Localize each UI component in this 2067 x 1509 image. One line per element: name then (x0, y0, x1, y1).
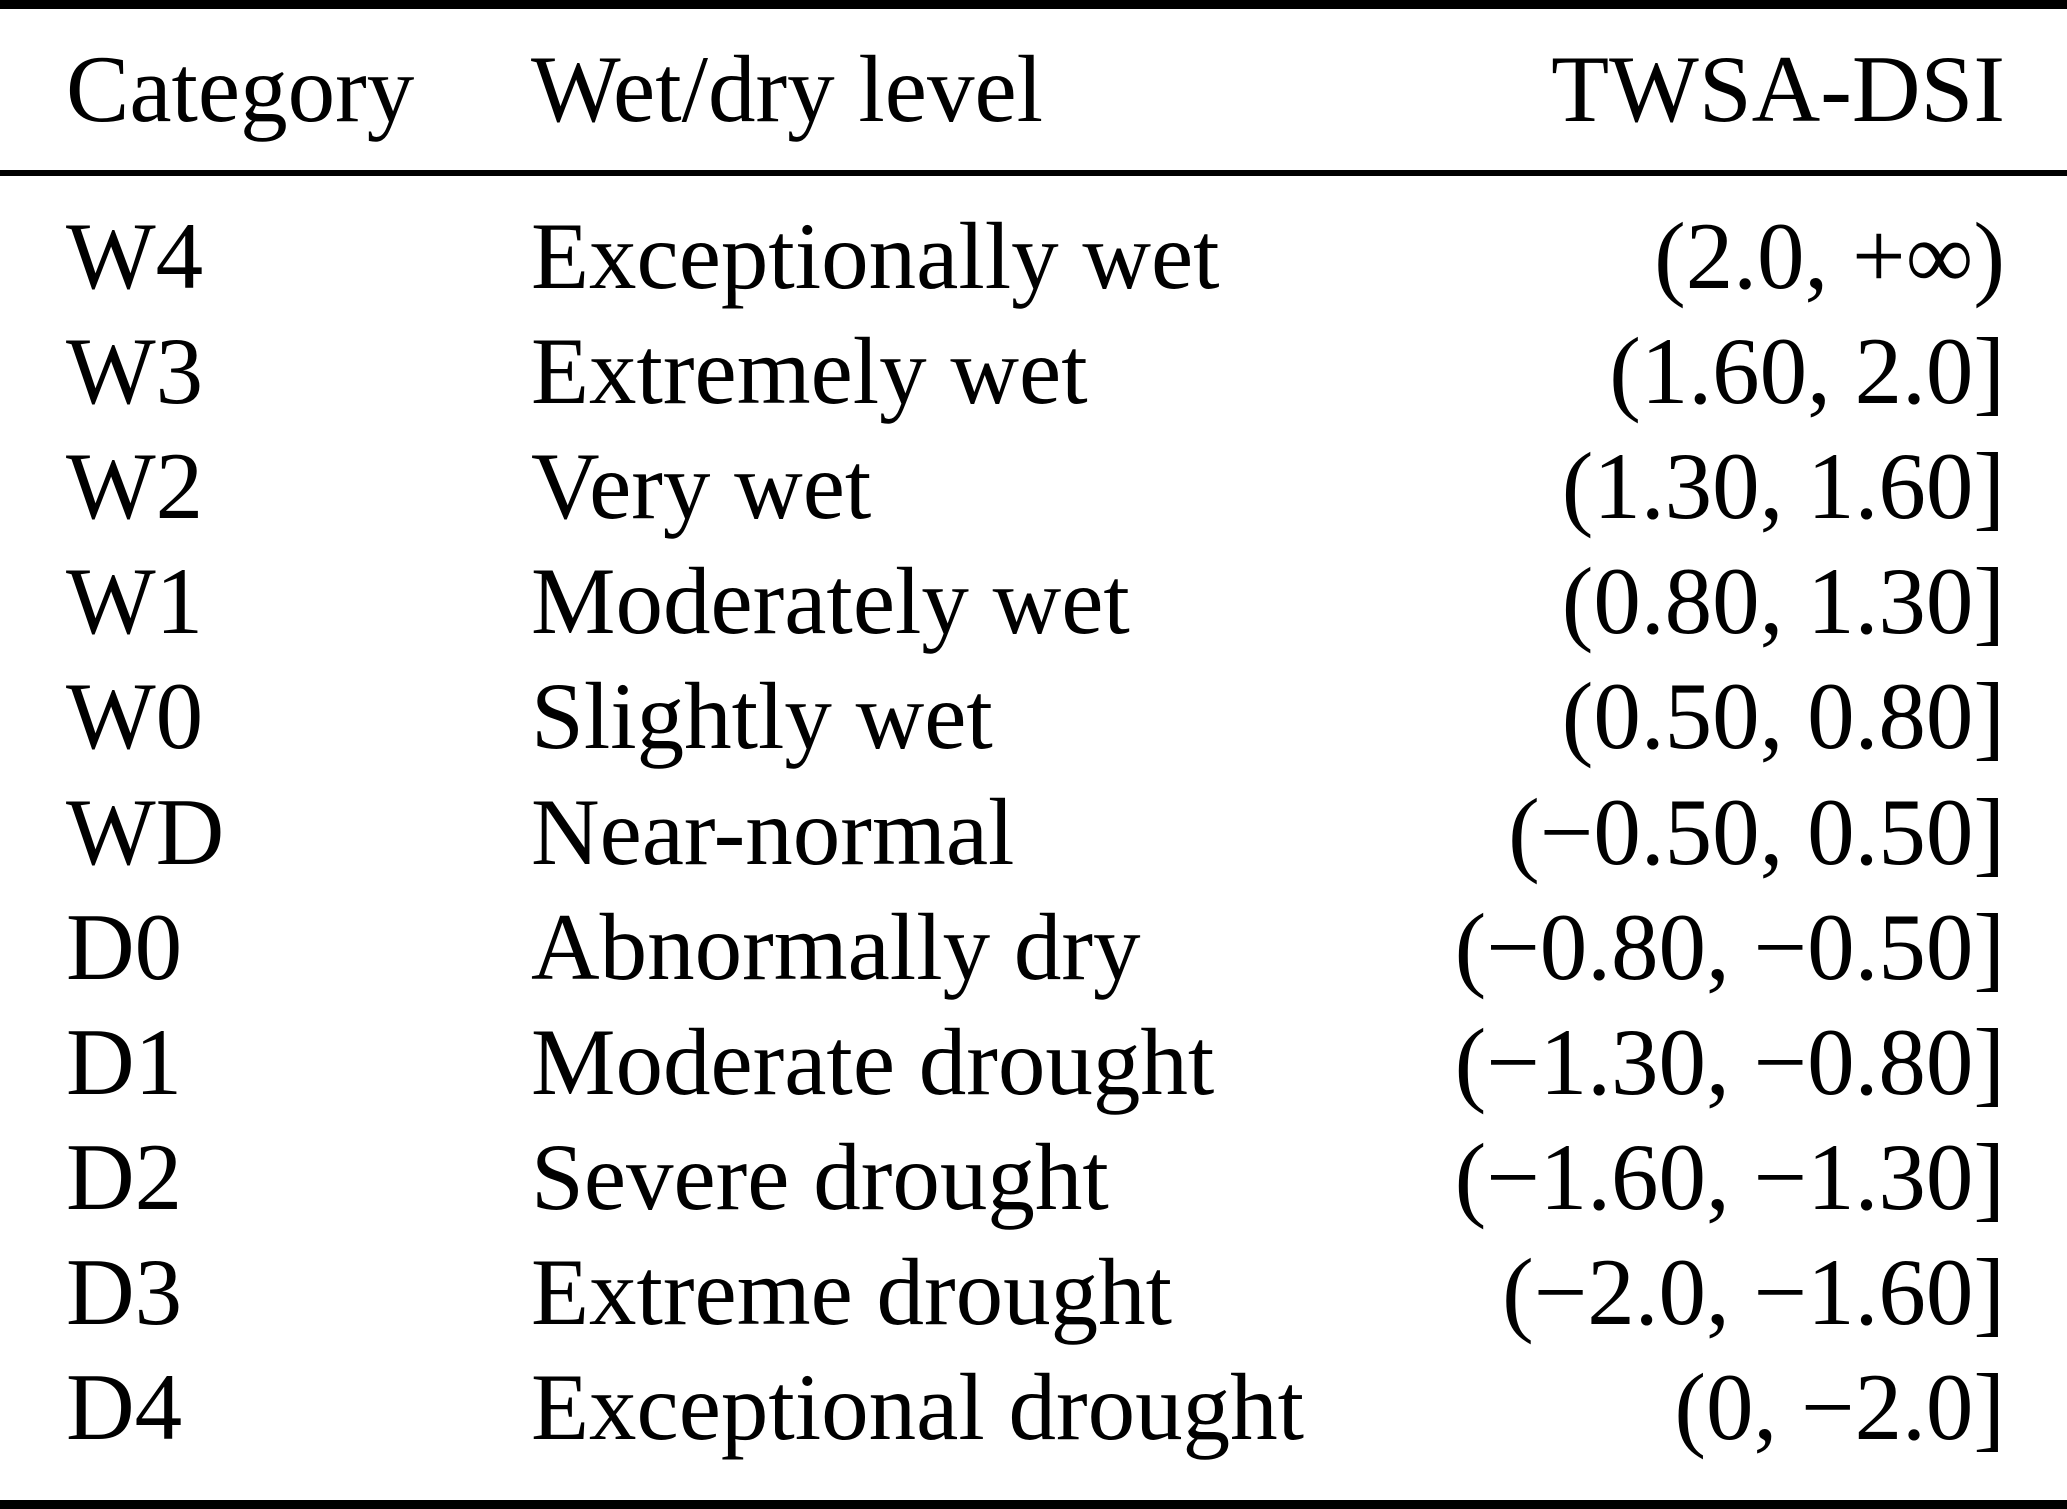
cell-category: D3 (66, 1238, 183, 1345)
cell-dsi: (−1.30, −0.80] (1454, 1008, 2005, 1115)
cell-level: Extremely wet (531, 318, 1088, 425)
table-row-w0: W0 Slightly wet (0.50, 0.80] (66, 659, 2005, 774)
cell-dsi: (2.0, +∞) (1654, 203, 2005, 310)
header-category: Category (66, 36, 415, 142)
cell-category: W0 (66, 663, 204, 770)
table-row-d1: D1 Moderate drought (−1.30, −0.80] (66, 1005, 2005, 1120)
cell-level: Moderately wet (531, 548, 1130, 655)
table-header-row: Category Wet/dry level TWSA-DSI (0, 9, 2067, 176)
table-row-w2: W2 Very wet (1.30, 1.60] (66, 429, 2005, 544)
cell-dsi: (−0.80, −0.50] (1454, 893, 2005, 1000)
cell-category: W2 (66, 433, 204, 540)
cell-level: Exceptionally wet (531, 203, 1220, 310)
header-wet-dry-level: Wet/dry level (531, 36, 1044, 142)
cell-category: WD (66, 778, 225, 885)
cell-dsi: (−0.50, 0.50] (1508, 778, 2005, 885)
table-row-d3: D3 Extreme drought (−2.0, −1.60] (66, 1235, 2005, 1350)
table-row-d2: D2 Severe drought (−1.60, −1.30] (66, 1120, 2005, 1235)
cell-level: Extreme drought (531, 1238, 1173, 1345)
cell-category: W4 (66, 203, 204, 310)
cell-category: D2 (66, 1123, 183, 1230)
cell-dsi: (0.50, 0.80] (1561, 663, 2005, 770)
cell-level: Moderate drought (531, 1008, 1215, 1115)
cell-category: D1 (66, 1008, 183, 1115)
cell-dsi: (−1.60, −1.30] (1454, 1123, 2005, 1230)
table-row-w3: W3 Extremely wet (1.60, 2.0] (66, 314, 2005, 429)
table-row-wd: WD Near-normal (−0.50, 0.50] (66, 774, 2005, 889)
cell-dsi: (0, −2.0] (1674, 1353, 2005, 1460)
table-row-w1: W1 Moderately wet (0.80, 1.30] (66, 544, 2005, 659)
cell-category: D0 (66, 893, 183, 1000)
cell-level: Very wet (531, 433, 872, 540)
cell-category: D4 (66, 1353, 183, 1460)
cell-dsi: (1.30, 1.60] (1561, 433, 2005, 540)
table-row-w4: W4 Exceptionally wet (2.0, +∞) (66, 199, 2005, 314)
cell-level: Near-normal (531, 778, 1015, 885)
cell-level: Abnormally dry (531, 893, 1141, 1000)
cell-category: W1 (66, 548, 204, 655)
cell-dsi: (−2.0, −1.60] (1502, 1238, 2005, 1345)
cell-category: W3 (66, 318, 204, 425)
header-twsa-dsi: TWSA-DSI (1551, 36, 2005, 142)
cell-level: Exceptional drought (531, 1353, 1304, 1460)
cell-dsi: (1.60, 2.0] (1609, 318, 2005, 425)
cell-dsi: (0.80, 1.30] (1561, 548, 2005, 655)
table-row-d4: D4 Exceptional drought (0, −2.0] (66, 1350, 2005, 1465)
cell-level: Severe drought (531, 1123, 1109, 1230)
cell-level: Slightly wet (531, 663, 993, 770)
table-row-d0: D0 Abnormally dry (−0.80, −0.50] (66, 890, 2005, 1005)
table-body: W4 Exceptionally wet (2.0, +∞) W3 Extrem… (0, 176, 2067, 1500)
